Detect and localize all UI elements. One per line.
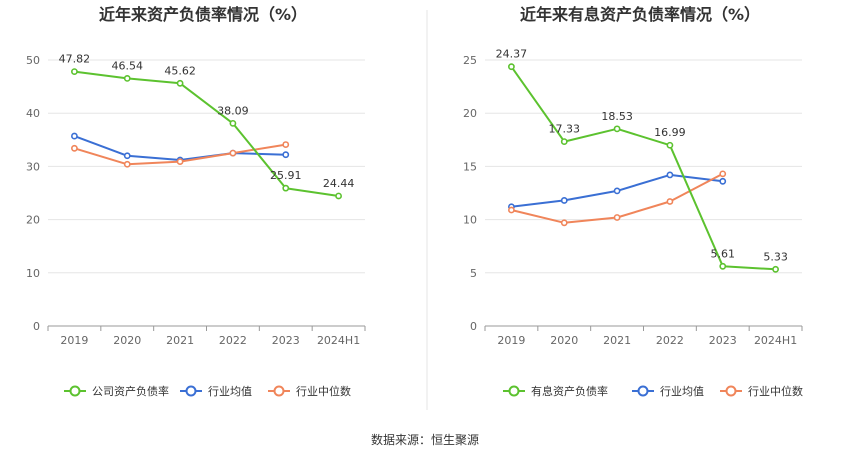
x-tick-label: 2022 xyxy=(219,334,247,347)
data-point xyxy=(123,152,131,160)
series-line-company xyxy=(74,70,339,197)
y-tick-label: 10 xyxy=(463,214,477,227)
data-label: 5.33 xyxy=(763,250,788,263)
y-tick-label: 50 xyxy=(26,54,40,67)
x-tick-label: 2019 xyxy=(497,334,525,347)
y-tick-label: 30 xyxy=(26,160,40,173)
data-label: 18.53 xyxy=(601,110,633,123)
data-label: 46.54 xyxy=(112,59,144,72)
data-point xyxy=(613,214,621,221)
data-point xyxy=(666,141,674,149)
y-tick-label: 20 xyxy=(463,107,477,120)
data-point xyxy=(508,206,515,214)
data-point xyxy=(71,68,78,75)
x-tick-label: 2023 xyxy=(709,334,737,347)
legend-swatch-marker[interactable] xyxy=(637,385,649,397)
legend-swatch-marker[interactable] xyxy=(273,385,285,397)
data-label: 38.09 xyxy=(217,104,249,117)
data-point xyxy=(613,187,621,195)
x-tick-label: 2020 xyxy=(113,334,141,347)
x-tick-label: 2024H1 xyxy=(317,334,360,347)
data-point xyxy=(282,141,290,148)
data-point xyxy=(123,160,131,168)
data-point xyxy=(176,79,184,87)
legend-swatch-marker[interactable] xyxy=(725,385,737,397)
y-tick-label: 5 xyxy=(470,267,477,280)
x-tick-label: 2019 xyxy=(60,334,88,347)
chart-title-right: 近年来有息资产负债率情况（%） xyxy=(520,5,760,24)
data-point xyxy=(282,184,290,192)
data-point xyxy=(560,197,568,204)
data-label: 16.99 xyxy=(654,126,686,139)
data-point xyxy=(719,177,727,185)
y-tick-label: 15 xyxy=(463,160,477,173)
x-tick-label: 2021 xyxy=(603,334,631,347)
data-point xyxy=(229,149,237,157)
y-tick-label: 10 xyxy=(26,267,40,280)
x-tick-label: 2021 xyxy=(166,334,194,347)
y-tick-label: 40 xyxy=(26,107,40,120)
legend-swatch-marker[interactable] xyxy=(185,385,197,397)
data-point xyxy=(560,138,568,146)
legend-label[interactable]: 行业均值 xyxy=(208,385,252,398)
x-tick-label: 2020 xyxy=(550,334,578,347)
data-label: 25.91 xyxy=(270,169,302,182)
y-tick-label: 0 xyxy=(33,320,40,333)
source-label: 数据来源：恒生聚源 xyxy=(371,432,479,447)
legend-label[interactable]: 有息资产负债率 xyxy=(531,384,608,398)
chart-title-left: 近年来资产负债率情况（%） xyxy=(99,5,307,24)
x-tick-label: 2022 xyxy=(656,334,684,347)
y-tick-label: 25 xyxy=(463,54,477,67)
data-point xyxy=(719,170,727,178)
data-point xyxy=(229,119,237,127)
data-point xyxy=(613,125,621,133)
x-tick-label: 2023 xyxy=(272,334,300,347)
legend-label[interactable]: 行业中位数 xyxy=(748,384,803,398)
data-point xyxy=(666,198,674,205)
data-point xyxy=(772,265,779,273)
y-tick-label: 20 xyxy=(26,214,40,227)
y-tick-label: 0 xyxy=(470,320,477,333)
data-point xyxy=(123,75,131,82)
legend-swatch-marker[interactable] xyxy=(508,385,520,397)
x-tick-label: 2024H1 xyxy=(754,334,797,347)
data-point xyxy=(176,158,184,166)
data-point xyxy=(666,171,674,179)
data-point xyxy=(508,63,515,71)
series-line-company xyxy=(510,66,776,271)
data-label: 24.44 xyxy=(323,177,355,190)
data-label: 45.62 xyxy=(164,64,196,77)
data-point xyxy=(282,151,290,159)
data-label: 17.33 xyxy=(549,123,581,136)
data-label: 24.37 xyxy=(496,48,528,61)
data-label: 5.61 xyxy=(711,247,736,260)
data-label: 47.82 xyxy=(59,53,91,66)
data-point xyxy=(335,192,342,200)
data-point xyxy=(719,262,727,270)
data-point xyxy=(71,144,78,152)
legend-label[interactable]: 行业中位数 xyxy=(296,384,351,398)
legend-label[interactable]: 行业均值 xyxy=(660,385,704,398)
data-point xyxy=(71,132,78,140)
data-point xyxy=(560,219,568,227)
legend-swatch-marker[interactable] xyxy=(69,385,81,397)
legend-label[interactable]: 公司资产负债率 xyxy=(92,384,169,398)
